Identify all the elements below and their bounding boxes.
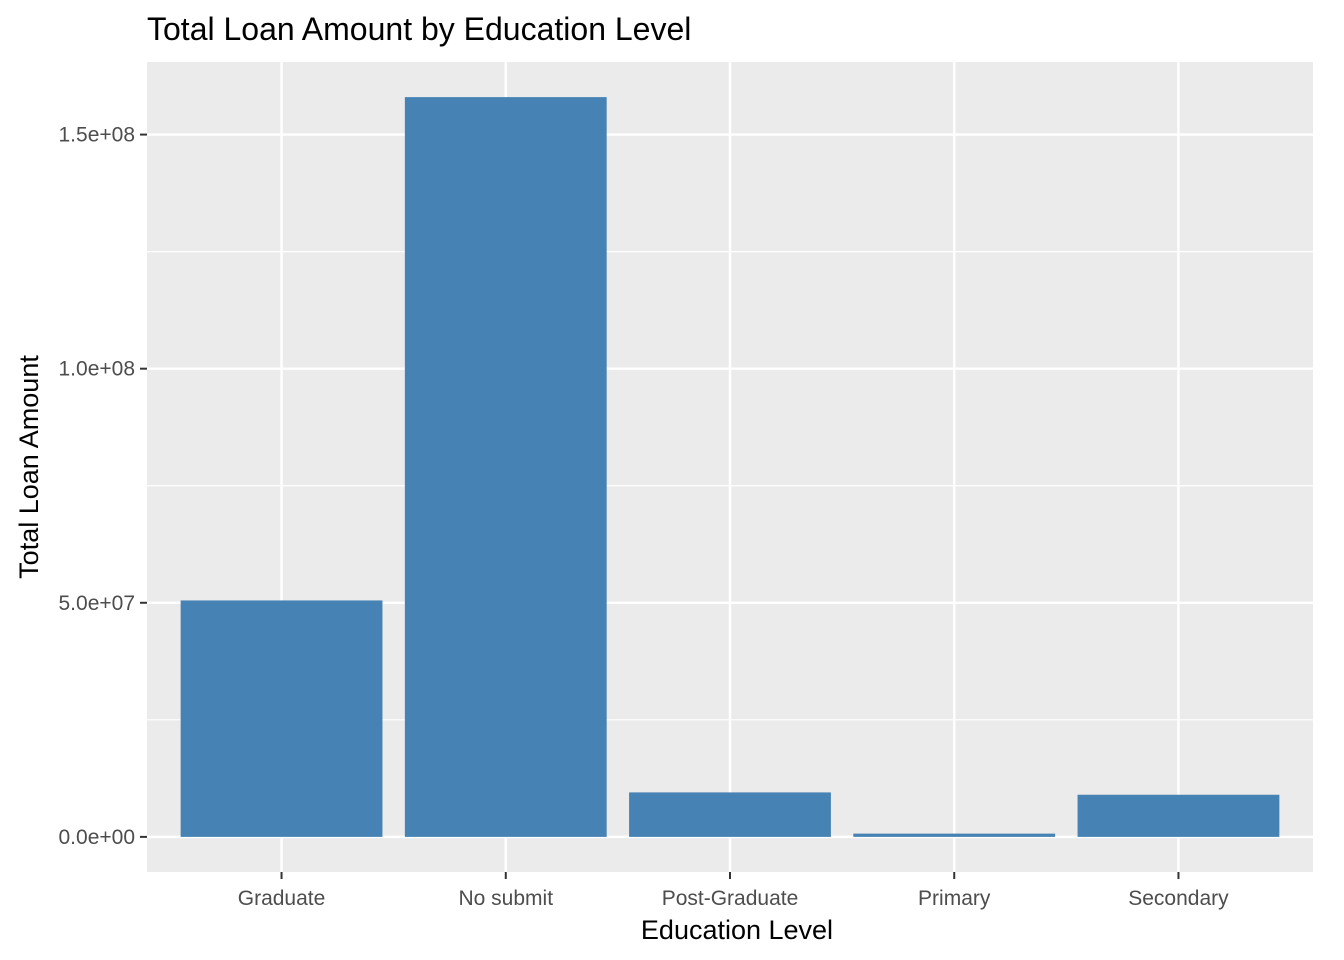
bar: No submit: [404, 97, 607, 837]
x-tick-label: Secondary: [1128, 887, 1229, 910]
y-tick-label: 1.5e+08: [59, 124, 136, 147]
y-axis-title: Total Loan Amount: [14, 355, 44, 579]
x-tick-label: No submit: [459, 887, 554, 910]
bar: Secondary: [1077, 794, 1280, 837]
y-tick-label: 0.0e+00: [59, 826, 136, 849]
bar: Graduate: [180, 600, 383, 837]
x-axis: Graduate No submit Post-Graduate Primary Sec…: [238, 872, 1229, 910]
bar: Primary: [853, 833, 1056, 837]
x-tick-label: Primary: [918, 887, 991, 910]
x-axis-title: Education Level: [641, 915, 833, 945]
bar: Post-Graduate: [629, 792, 831, 837]
x-tick-label: Graduate: [238, 887, 326, 910]
y-tick-label: 5.0e+07: [59, 592, 136, 615]
chart-title: Total Loan Amount by Education Level: [147, 11, 691, 47]
x-tick-label: Post-Graduate: [662, 887, 799, 910]
y-axis: 0.0e+00 5.0e+07 1.0e+08 1.5e+08: [59, 124, 147, 849]
y-tick-label: 1.0e+08: [59, 358, 136, 381]
